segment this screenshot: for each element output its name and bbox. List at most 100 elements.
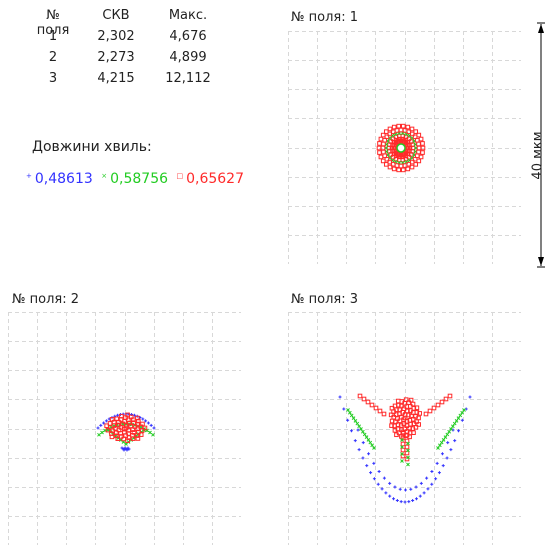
spot-point bbox=[378, 154, 384, 160]
cell-field: 1 bbox=[48, 29, 58, 44]
spot-point bbox=[342, 407, 346, 411]
spot-point bbox=[338, 395, 342, 399]
header-max: Макс. bbox=[168, 8, 208, 23]
grid bbox=[288, 31, 521, 264]
spot-point bbox=[406, 462, 410, 467]
spot-point bbox=[387, 126, 393, 132]
spot-point bbox=[400, 445, 404, 449]
spot-point bbox=[440, 452, 444, 456]
spot-point bbox=[365, 464, 369, 468]
spot-point bbox=[362, 432, 367, 437]
spot-point bbox=[139, 428, 145, 433]
spot-point bbox=[349, 413, 354, 418]
spot-point bbox=[447, 393, 453, 399]
wavelength-value: 0,65627 bbox=[186, 171, 244, 187]
spot-point bbox=[400, 453, 406, 459]
spot-point bbox=[144, 419, 148, 423]
spot-point bbox=[411, 499, 415, 503]
spot-point bbox=[370, 443, 374, 448]
spot-point bbox=[391, 124, 397, 130]
spot-point bbox=[445, 432, 450, 437]
spot-point bbox=[151, 432, 155, 437]
spot-point bbox=[382, 476, 386, 480]
spot-point bbox=[99, 423, 103, 427]
spot-point bbox=[430, 469, 434, 473]
spot-point bbox=[435, 402, 441, 408]
spot-point bbox=[131, 420, 136, 425]
spot-point bbox=[406, 400, 412, 405]
spot-point bbox=[406, 441, 410, 446]
legend-marker-blue: + bbox=[26, 172, 32, 180]
spot-point bbox=[100, 430, 104, 435]
spot-point bbox=[407, 500, 411, 504]
spot-point bbox=[456, 416, 461, 420]
spot-point bbox=[408, 397, 414, 403]
plot-svg bbox=[288, 312, 521, 545]
spot-point bbox=[434, 477, 438, 481]
spot-point bbox=[392, 428, 398, 433]
table-header-row: № поля СКВ Макс. bbox=[28, 8, 248, 38]
spot-point bbox=[381, 141, 386, 147]
spot-point bbox=[376, 482, 380, 486]
spot-point bbox=[406, 455, 410, 460]
spot-point bbox=[116, 413, 120, 417]
spot-point bbox=[460, 410, 464, 415]
spot-point bbox=[125, 438, 130, 443]
spot-point bbox=[388, 481, 392, 485]
spot-point bbox=[400, 447, 406, 453]
spot-point bbox=[346, 418, 350, 422]
spot-point bbox=[366, 438, 371, 442]
legend-marker-green: × bbox=[101, 172, 108, 180]
spot-point bbox=[357, 424, 361, 429]
spot-point bbox=[369, 402, 375, 408]
spot-point bbox=[418, 494, 422, 498]
spot-point bbox=[381, 149, 386, 155]
spot-point bbox=[411, 406, 417, 411]
spot-point bbox=[431, 405, 437, 411]
spot-point bbox=[446, 441, 450, 445]
spot-point bbox=[373, 405, 379, 411]
spot-point bbox=[404, 488, 407, 492]
spot-point bbox=[404, 419, 410, 424]
spot-point bbox=[404, 432, 410, 438]
spot-point bbox=[457, 429, 461, 433]
spot-point bbox=[380, 487, 384, 491]
spot-point bbox=[419, 481, 423, 485]
spot-point bbox=[391, 166, 397, 172]
spot-point bbox=[142, 425, 148, 431]
spot-point bbox=[445, 456, 449, 460]
spot-point bbox=[400, 123, 406, 129]
spot-point bbox=[383, 162, 389, 167]
spot-point bbox=[400, 435, 406, 441]
spot-point bbox=[420, 145, 426, 151]
spot-point bbox=[135, 421, 140, 427]
spot-point bbox=[356, 428, 360, 432]
spot-point bbox=[377, 141, 382, 146]
wavelength-item-green: × 0,58756 bbox=[101, 171, 172, 187]
spot-point bbox=[372, 446, 376, 450]
spot-point bbox=[400, 452, 404, 456]
spot-point bbox=[414, 497, 418, 501]
spot-point bbox=[115, 436, 121, 441]
spot-point bbox=[409, 487, 413, 491]
cell-rms: 2,273 bbox=[97, 50, 135, 65]
spot-point bbox=[392, 497, 396, 501]
spot-point bbox=[413, 162, 419, 167]
spot-point bbox=[141, 417, 145, 421]
spot-point bbox=[361, 396, 367, 402]
grid bbox=[8, 312, 241, 545]
spot-point bbox=[403, 397, 409, 402]
plot-svg bbox=[8, 312, 241, 545]
spot-point bbox=[423, 411, 429, 417]
spot-point bbox=[97, 432, 101, 437]
spot-point bbox=[435, 461, 439, 465]
spot-point bbox=[392, 403, 398, 409]
spot-point bbox=[396, 167, 402, 173]
spot-point bbox=[414, 485, 418, 489]
scale-bar bbox=[533, 22, 549, 268]
spot-point bbox=[109, 417, 115, 422]
spot-point bbox=[453, 439, 457, 443]
spot-point bbox=[458, 413, 463, 418]
table-row: 1 2,302 4,676 bbox=[28, 29, 248, 50]
spot-diagram-field-1 bbox=[288, 31, 521, 264]
